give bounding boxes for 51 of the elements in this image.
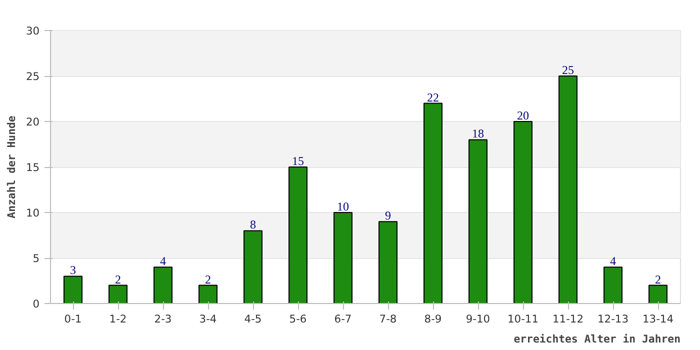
data-label: 15	[292, 154, 304, 168]
bar	[154, 266, 172, 304]
y-tick-label: 10	[26, 206, 40, 220]
data-label: 2	[655, 272, 661, 286]
x-tick-label: 5-6	[289, 312, 307, 326]
x-tick-label: 8-9	[424, 312, 442, 326]
y-tick-label: 0	[32, 298, 40, 310]
data-label: 25	[562, 63, 574, 77]
bar	[558, 76, 578, 304]
data-label: 3	[70, 263, 76, 278]
bar	[108, 284, 128, 304]
data-label: 4	[610, 254, 616, 268]
x-tick-label: 4-5	[244, 312, 262, 326]
data-label: 9	[385, 208, 391, 223]
bar	[244, 230, 262, 304]
y-tick-label: 5	[32, 252, 40, 265]
bar	[334, 212, 352, 304]
bar	[424, 102, 442, 304]
x-tick-label: 11-12	[552, 312, 584, 326]
data-label: 22	[427, 90, 439, 104]
x-tick-label: 13-14	[642, 312, 674, 326]
bar	[64, 276, 82, 304]
data-label: 4	[160, 254, 166, 268]
y-tick-label: 20	[26, 116, 40, 128]
bar	[378, 221, 398, 304]
x-tick-label: 9-10	[466, 312, 490, 326]
x-tick-label: 1-2	[109, 312, 127, 326]
bar	[468, 139, 488, 304]
bar	[604, 266, 622, 304]
data-label: 2	[115, 272, 121, 286]
x-tick-label: 2-3	[154, 312, 172, 326]
bar	[198, 284, 218, 304]
bar	[288, 166, 308, 304]
x-axis-title: erreichtes Alter in Jahren	[514, 332, 681, 346]
y-tick-label: 30	[26, 24, 40, 38]
x-tick-label: 10-11	[508, 312, 538, 326]
x-tick-label: 0-1	[64, 312, 82, 326]
bar	[514, 121, 532, 304]
y-axis-title: Anzahl der Hunde	[4, 116, 18, 218]
x-tick-label: 6-7	[334, 312, 352, 326]
y-tick-label: 25	[26, 70, 40, 83]
data-label: 2	[205, 272, 211, 286]
x-tick-label: 7-8	[379, 312, 397, 326]
data-label: 8	[250, 218, 256, 232]
x-tick-label: 3-4	[199, 312, 217, 326]
data-label: 18	[472, 126, 484, 141]
bar	[648, 284, 668, 304]
y-tick-label: 15	[26, 161, 40, 174]
x-tick-label: 12-13	[598, 312, 628, 326]
data-label: 20	[517, 108, 529, 122]
data-label: 10	[337, 200, 349, 214]
